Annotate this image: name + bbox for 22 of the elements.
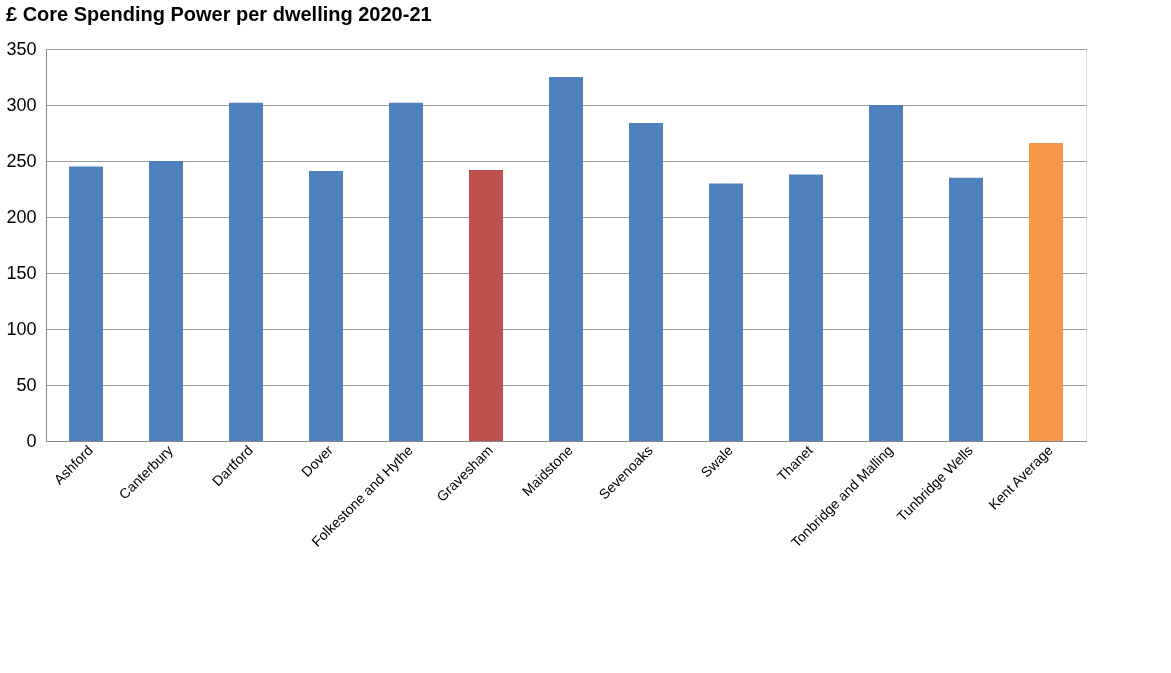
bar [469,169,503,441]
bar [309,171,343,441]
bar [709,183,743,441]
bar [949,177,983,441]
y-tick-label: 0 [26,430,37,451]
bar [149,161,183,441]
y-tick-label: 250 [6,150,37,171]
bar [869,105,903,441]
text: £ Core Spending Power per dwelling 2020-21 [5,3,432,25]
bar [1029,143,1063,441]
bar [549,77,583,441]
bar [389,102,423,441]
y-tick-label: 50 [16,374,37,395]
y-tick-label: 200 [6,206,37,227]
bar [629,122,663,441]
bar [229,102,263,441]
bar [69,166,103,441]
y-tick-label: 300 [6,94,37,115]
y-tick-label: 350 [6,38,37,59]
bar [789,174,823,441]
y-tick-label: 100 [6,318,37,339]
y-tick-label: 150 [6,262,37,283]
